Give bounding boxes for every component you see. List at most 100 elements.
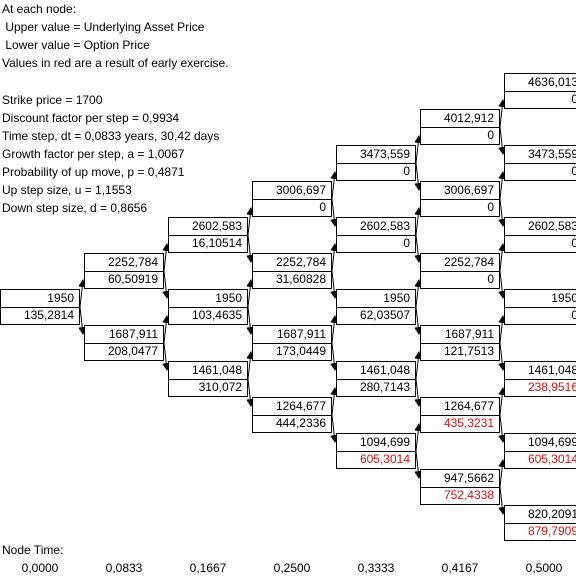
option-price: 605,3014 <box>527 452 576 466</box>
down-arrow <box>498 126 507 155</box>
asset-price: 1094,699 <box>337 434 415 452</box>
asset-price: 1687,911 <box>85 326 163 344</box>
asset-price: 2252,784 <box>253 254 331 272</box>
up-arrow <box>414 423 423 452</box>
up-arrow <box>162 315 171 344</box>
option-price: 208,0477 <box>107 344 158 358</box>
up-arrow <box>330 171 339 200</box>
asset-price: 2252,784 <box>85 254 163 272</box>
tree-node: 947,5662 752,4338 <box>420 469 500 505</box>
tree-node: 2252,784 31,60828 <box>252 253 332 289</box>
down-arrow <box>162 342 171 371</box>
tree-node: 2252,784 60,50919 <box>84 253 164 289</box>
node-time-value: 0,1667 <box>189 561 227 575</box>
node-time-value: 0,4167 <box>441 561 479 575</box>
tree-node: 1950 103,4635 <box>168 289 248 325</box>
tree-node: 1687,911 208,0477 <box>84 325 164 361</box>
tree-node: 1950 0 <box>504 289 576 325</box>
up-arrow <box>498 243 507 272</box>
tree-node: 2252,784 0 <box>420 253 500 289</box>
info-line: Time step, dt = 0,0833 years, 30,42 days <box>2 129 220 143</box>
info-line: Up step size, u = 1,1553 <box>2 183 132 197</box>
option-price: 103,4635 <box>191 308 242 322</box>
option-price: 0 <box>487 200 494 214</box>
option-price: 16,10514 <box>191 236 242 250</box>
asset-price: 1461,048 <box>505 362 576 380</box>
option-price: 173,0449 <box>275 344 326 358</box>
down-arrow <box>330 342 339 371</box>
option-price: 0 <box>403 236 410 250</box>
asset-price: 1264,677 <box>253 398 331 416</box>
tree-node: 1950 62,03507 <box>336 289 416 325</box>
down-arrow <box>414 378 423 407</box>
asset-price: 4636,013 <box>505 74 576 92</box>
option-price: 0 <box>571 164 576 178</box>
tree-node: 3473,559 0 <box>336 145 416 181</box>
tree-node: 3006,697 0 <box>252 181 332 217</box>
tree-node: 1264,677 435,3231 <box>420 397 500 433</box>
up-arrow <box>414 135 423 164</box>
option-price: 435,3231 <box>443 416 494 430</box>
asset-price: 1461,048 <box>337 362 415 380</box>
tree-node: 1264,677 444,2336 <box>252 397 332 433</box>
up-arrow <box>78 279 87 308</box>
up-arrow <box>414 351 423 380</box>
asset-price: 1687,911 <box>253 326 331 344</box>
up-arrow <box>414 207 423 236</box>
tree-node: 1094,699 605,3014 <box>336 433 416 469</box>
asset-price: 1094,699 <box>505 434 576 452</box>
down-arrow <box>498 342 507 371</box>
info-line: Discount factor per step = 0,9934 <box>2 111 180 125</box>
info-line: At each node: <box>2 2 77 16</box>
down-arrow <box>414 306 423 335</box>
down-arrow <box>330 414 339 443</box>
asset-price: 3006,697 <box>253 182 331 200</box>
tree-node: 3006,697 0 <box>420 181 500 217</box>
asset-price: 2602,583 <box>337 218 415 236</box>
asset-price: 1264,677 <box>421 398 499 416</box>
option-price: 752,4338 <box>443 488 494 502</box>
option-price: 0 <box>571 308 576 322</box>
node-time-value: 0,5000 <box>525 561 563 575</box>
asset-price: 2602,583 <box>505 218 576 236</box>
tree-node: 1687,911 121,7513 <box>420 325 500 361</box>
option-price: 605,3014 <box>359 452 410 466</box>
option-price: 310,072 <box>198 380 242 394</box>
tree-node: 2602,583 0 <box>504 217 576 253</box>
info-line: Values in red are a result of early exer… <box>2 56 229 70</box>
node-time-value: 0,0833 <box>105 561 143 575</box>
asset-price: 2602,583 <box>169 218 247 236</box>
option-price: 60,50919 <box>107 272 158 286</box>
up-arrow <box>498 171 507 200</box>
tree-node: 4636,013 0 <box>504 73 576 109</box>
option-price: 31,60828 <box>275 272 326 286</box>
option-price: 0 <box>487 128 494 142</box>
down-arrow <box>498 198 507 227</box>
down-arrow <box>414 234 423 263</box>
down-arrow <box>162 270 171 299</box>
up-arrow <box>330 387 339 416</box>
asset-price: 947,5662 <box>421 470 499 488</box>
option-price: 62,03507 <box>359 308 410 322</box>
info-line: Lower value = Option Price <box>2 38 150 52</box>
up-arrow <box>414 279 423 308</box>
up-arrow <box>498 315 507 344</box>
up-arrow <box>246 207 255 236</box>
asset-price: 820,2091 <box>505 506 576 524</box>
option-price: 121,7513 <box>443 344 494 358</box>
tree-node: 1950 135,2814 <box>0 289 80 325</box>
node-time-value: 0,0000 <box>21 561 59 575</box>
down-arrow <box>78 306 87 335</box>
up-arrow <box>330 243 339 272</box>
option-price: 879,7909 <box>527 524 576 538</box>
tree-node: 2602,583 16,10514 <box>168 217 248 253</box>
tree-node: 2602,583 0 <box>336 217 416 253</box>
asset-price: 2252,784 <box>421 254 499 272</box>
tree-node: 1461,048 238,9516 <box>504 361 576 397</box>
down-arrow <box>246 234 255 263</box>
asset-price: 4012,912 <box>421 110 499 128</box>
asset-price: 1461,048 <box>169 362 247 380</box>
up-arrow <box>498 387 507 416</box>
info-line: Upper value = Underlying Asset Price <box>2 20 205 34</box>
tree-node: 3473,559 0 <box>504 145 576 181</box>
